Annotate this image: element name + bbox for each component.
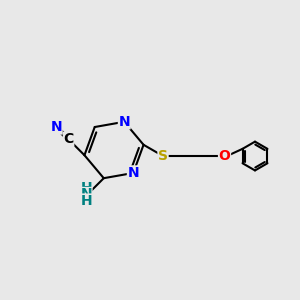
Text: O: O [219, 149, 230, 163]
Text: C: C [63, 132, 74, 146]
Text: N: N [50, 120, 62, 134]
Text: N: N [128, 166, 139, 180]
Text: S: S [158, 149, 168, 163]
Text: H: H [80, 194, 92, 208]
Text: N: N [80, 187, 92, 201]
Text: H: H [80, 181, 92, 194]
Text: N: N [118, 115, 130, 129]
